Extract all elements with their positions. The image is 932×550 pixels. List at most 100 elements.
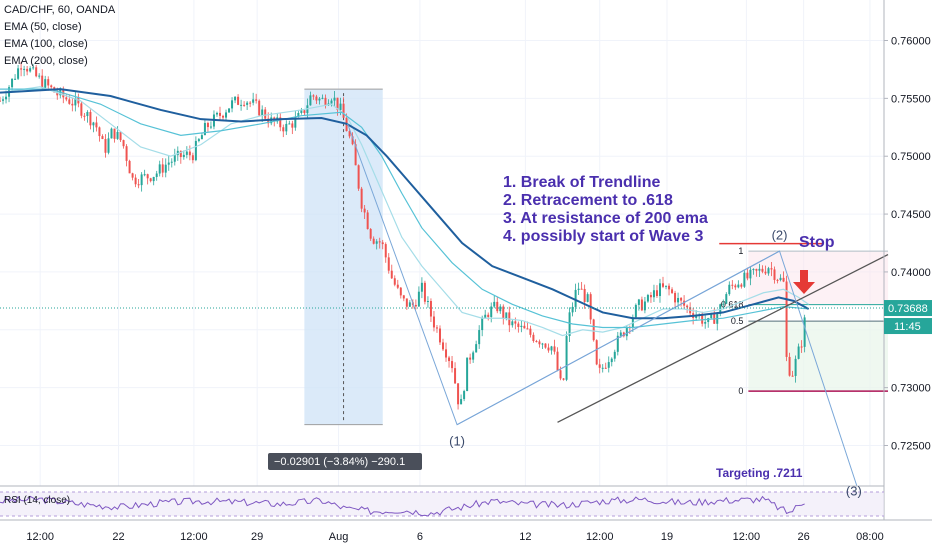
time-tick-label: 26 [798, 531, 810, 543]
time-tick-label: Aug [329, 531, 349, 543]
legend-ema-100: EMA (100, close) [4, 38, 88, 50]
price-tick-label: 0.75000 [891, 151, 931, 163]
candle-body [291, 123, 294, 128]
candle-body [351, 136, 354, 145]
time-tick-label: 29 [251, 531, 263, 543]
candle-body [746, 272, 749, 279]
candle-body [369, 229, 372, 239]
candle-body [460, 399, 463, 405]
candle-body [613, 351, 616, 359]
candle-body [71, 103, 74, 106]
candle-body [315, 96, 318, 101]
candle-body [592, 319, 595, 341]
candle-body [526, 328, 529, 330]
ema-50-line [0, 86, 810, 337]
candle-body [655, 290, 658, 297]
candle-body [574, 289, 577, 307]
candle-body [17, 68, 20, 79]
candle-body [113, 128, 116, 139]
fib-lower-zone [748, 321, 889, 392]
candle-body [737, 284, 740, 288]
candle-body [354, 144, 357, 166]
candle-body [423, 282, 426, 302]
grid [0, 0, 884, 486]
candle-body [191, 155, 194, 161]
candle-body [237, 96, 240, 105]
candle-body [496, 301, 499, 312]
candle-body [119, 131, 122, 141]
candle-body [538, 341, 541, 345]
candle-body [532, 334, 535, 342]
candle-body [469, 357, 472, 360]
candle-body [209, 126, 212, 128]
candle-body [788, 356, 791, 376]
candle-body [752, 269, 755, 271]
candle-body [671, 289, 674, 293]
candle-body [457, 383, 460, 405]
candle-body [231, 100, 234, 109]
candle-body [565, 335, 568, 380]
price-tick-label: 0.74000 [891, 267, 931, 279]
candle-body [686, 305, 689, 308]
candle-body [185, 151, 188, 155]
time-tick-label: 19 [661, 531, 673, 543]
candle-body [426, 301, 429, 303]
candle-body [652, 290, 655, 298]
candle-body [161, 164, 164, 173]
candle-body [152, 176, 155, 182]
candle-body [65, 97, 68, 100]
candle-body [29, 68, 32, 72]
candle-body [562, 378, 565, 380]
time-tick-label: 12:00 [586, 531, 614, 543]
candle-body [725, 294, 728, 304]
candle-body [197, 139, 200, 141]
candle-body [580, 288, 583, 290]
candle-body [643, 301, 646, 311]
candle-body [243, 104, 246, 106]
candle-body [149, 178, 152, 182]
ema-100-line [0, 88, 809, 329]
candle-body [797, 346, 800, 359]
candle-body [378, 241, 381, 243]
candle-body [662, 283, 664, 287]
candle-body [619, 332, 622, 336]
wave-label-2: (2) [772, 228, 788, 243]
candle-body [544, 343, 547, 348]
stop-label: Stop [799, 234, 835, 251]
candle-body [571, 306, 574, 313]
candle-body [472, 352, 475, 360]
candle-body [92, 122, 95, 126]
bar-countdown: 11:45 [894, 321, 921, 333]
candle-body [318, 98, 321, 101]
candle-body [749, 269, 752, 279]
candle-body [680, 297, 683, 301]
candle-body [454, 368, 457, 384]
candle-body [143, 174, 146, 176]
candle-body [35, 67, 38, 77]
candle-body [218, 112, 221, 116]
candle-body [348, 131, 351, 137]
candle-body [420, 282, 423, 292]
candle-body [583, 288, 586, 302]
candle-body [475, 344, 478, 353]
candle-body [77, 98, 80, 104]
price-axis[interactable]: 0.760000.755000.750000.745000.740000.735… [884, 36, 931, 453]
candle-body [173, 155, 176, 162]
candle-body [294, 116, 297, 128]
candle-body [601, 367, 604, 369]
time-axis[interactable]: 12:00 22 12:00 29 Aug 6 12 12:00 19 12:00 26 08:00 [26, 531, 883, 543]
candle-body [225, 112, 228, 118]
candle-body [321, 97, 324, 99]
candle-body [32, 67, 35, 69]
candle-body [568, 312, 571, 336]
candle-body [164, 164, 167, 173]
candle-body [330, 100, 333, 104]
candle-body [484, 314, 487, 318]
candle-body [396, 284, 399, 288]
candle-body [764, 271, 767, 274]
candle-body [595, 340, 598, 365]
candle-body [206, 122, 209, 128]
candle-body [23, 68, 26, 70]
candle-body [288, 123, 291, 125]
